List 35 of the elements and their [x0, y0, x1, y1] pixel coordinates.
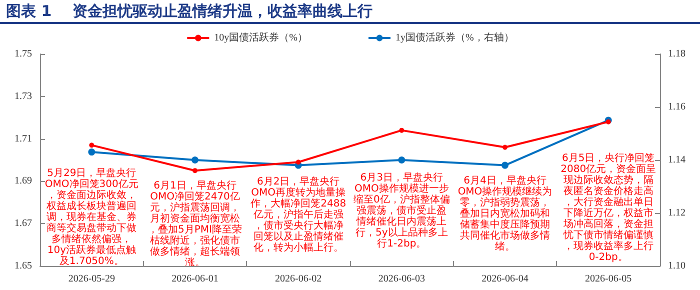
point	[296, 160, 301, 165]
point	[398, 156, 406, 164]
point	[192, 168, 198, 174]
text: 6月5日，央行净回笼2080亿元，资金面呈现边际收敛态势，隔夜匿名资金价格走高，大行资金融出单日下降近万亿，权益市场冲高回落，资金担忧下债市情绪偏谨慎，现券收益率多上行0-2bp。	[560, 152, 656, 263]
x-tick-label: 2026-06-03	[378, 274, 426, 284]
x-tick-label: 2026-06-04	[482, 274, 528, 284]
point	[606, 119, 611, 124]
point	[192, 156, 198, 164]
x-tick-label: 2026-06-02	[274, 274, 322, 284]
y2-tick-label: 1.16	[668, 102, 686, 112]
y2-tick-label: 1.10	[668, 260, 686, 272]
legend-label: 1y国债活跃券（%，右轴）	[396, 32, 514, 44]
x-tick-label: 2026-06-05	[584, 274, 632, 284]
x-tick-label: 2026-05-29	[68, 274, 116, 284]
y-tick-label: 1.71	[14, 133, 32, 144]
point	[399, 128, 404, 133]
x-tick-label: 2026-06-01	[172, 274, 218, 284]
point	[89, 142, 94, 148]
annotation: 6月4日，早盘央行OMO操作规模继续为零，沪指弱势震荡，叠加日内宽松加码和储蓄集中度压降预期共同催化市场做多情绪。	[458, 174, 552, 252]
y-tick-label: 1.73	[14, 90, 32, 102]
point	[88, 148, 96, 156]
point	[502, 162, 508, 169]
text: 5月29日，早盘央行OMO净回笼300亿元，资金面边际收敛，权益成长板块普遍回调，现券在基金、券商等交易盘带动下做多情绪依然偏强，10y活跃券最低点触及1.7050%。	[44, 168, 138, 267]
y-tick-label: 1.65	[14, 260, 32, 272]
chart-title: 图表 1 资金担忧驱动止盈情绪升温，收益率曲线上行	[0, 0, 700, 24]
y-tick-label: 1.67	[14, 218, 32, 230]
y2-tick-label: 1.12	[668, 208, 686, 218]
legend-label: 10y国债活跃券（%）	[214, 32, 308, 44]
y2-tick-label: 1.14	[668, 154, 686, 166]
y2-tick-label: 1.18	[668, 48, 686, 60]
annotation: 6月2日，早盘央行OMO再度转为地量操作，大幅净回笼2488亿元，沪指午后走强，债市受央行大幅净回笼以及止盈情绪催化，转为小幅上行。	[250, 175, 346, 254]
y-tick-label: 1.69	[14, 176, 32, 187]
y-tick-label: 1.75	[14, 48, 32, 60]
point	[502, 144, 508, 150]
annotation: 6月3日，早盘央行OMO操作规模进一步缩至0亿，沪指整体偏强震荡，债市受止盈情绪催化日内震荡上行，5y以上品种多上行1-2bp。	[353, 172, 450, 250]
